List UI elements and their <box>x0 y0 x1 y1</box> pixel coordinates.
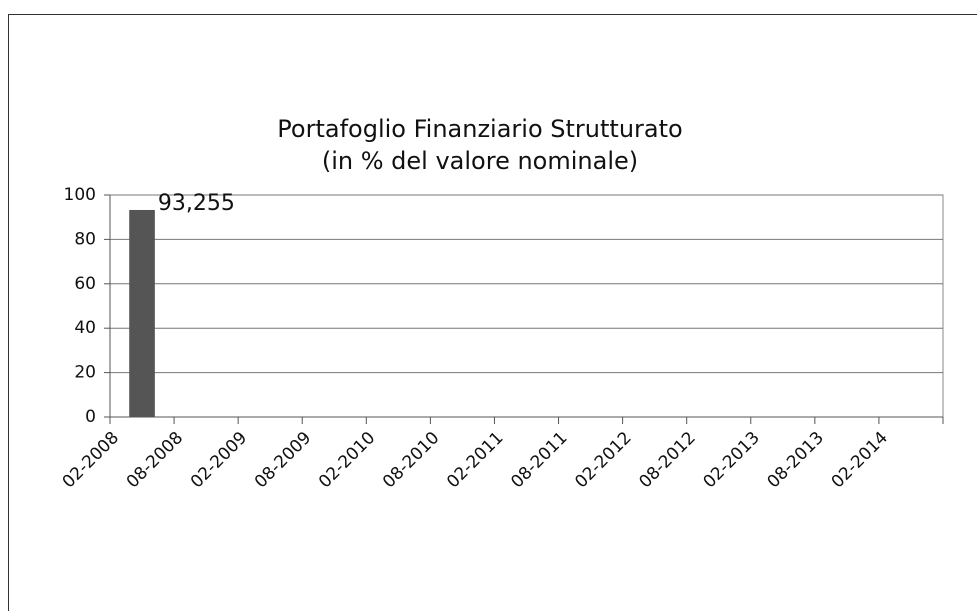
y-tick-label: 80 <box>74 229 96 249</box>
y-tick-label: 0 <box>85 407 96 427</box>
y-tick-label: 100 <box>64 185 96 205</box>
value-label: 93,255 <box>158 191 235 216</box>
chart-subtitle: (in % del valore nominale) <box>322 147 638 175</box>
bar <box>129 209 155 417</box>
y-tick-label: 20 <box>74 363 96 383</box>
chart-title: Portafoglio Finanziario Strutturato <box>277 115 682 143</box>
chart-frame <box>8 14 977 611</box>
y-tick-label: 40 <box>74 318 96 338</box>
y-tick-label: 60 <box>74 274 96 294</box>
